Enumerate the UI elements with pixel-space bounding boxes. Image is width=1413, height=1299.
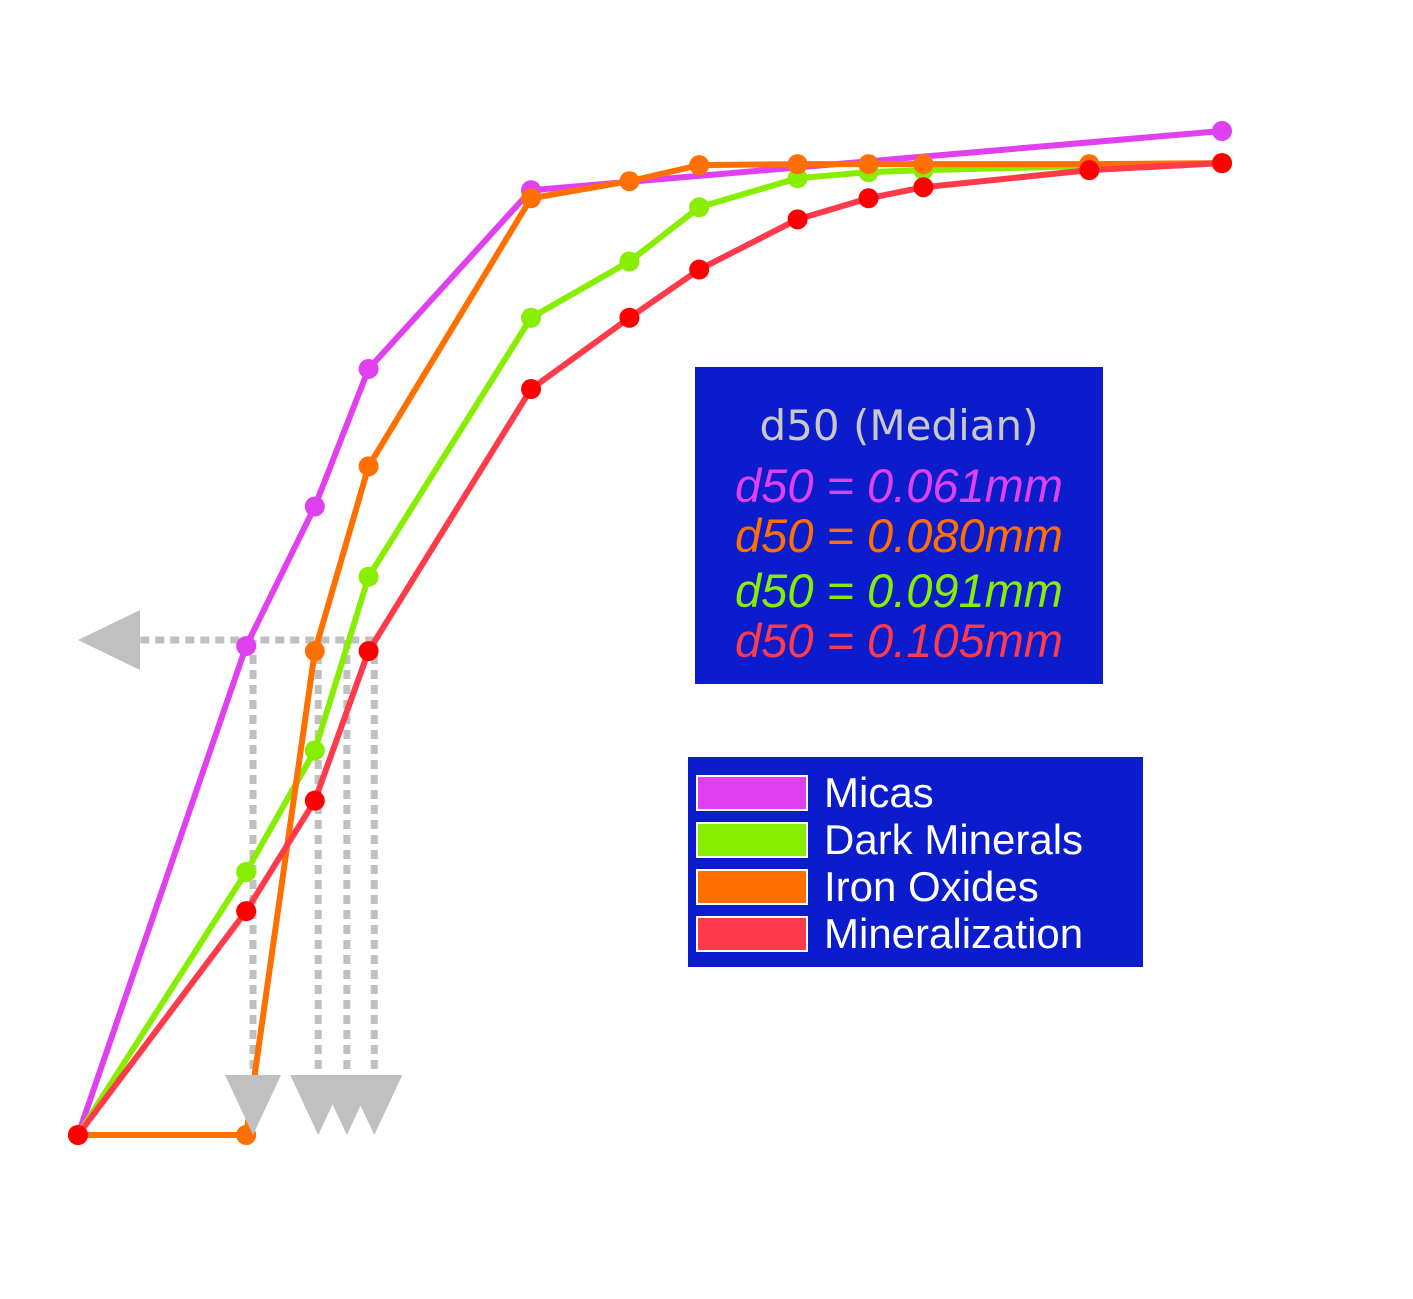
d50-arrows	[78, 610, 403, 1135]
data-point-micas-3	[358, 358, 379, 379]
legend-item-iron-oxides: Iron Oxides	[696, 863, 1136, 910]
series-lines	[75, 128, 1225, 1138]
data-point-mineralization-4	[521, 379, 542, 400]
data-point-mineralization-7	[787, 209, 808, 230]
data-point-dark-minerals-7	[787, 168, 808, 189]
series-points	[68, 121, 1232, 1145]
data-point-mineralization-2	[304, 790, 325, 811]
data-point-iron-oxides-4	[521, 188, 542, 209]
legend-swatch-dark-minerals	[696, 822, 808, 858]
data-point-iron-oxides-5	[619, 171, 640, 192]
data-point-dark-minerals-1	[236, 861, 257, 882]
median-value-dark-minerals: d50 = 0.091mm	[735, 564, 1063, 617]
data-point-mineralization-5	[619, 307, 640, 328]
legend-item-dark-minerals: Dark Minerals	[696, 816, 1136, 863]
data-point-iron-oxides-8	[858, 154, 879, 175]
data-point-mineralization-0	[68, 1125, 88, 1145]
legend-item-micas: Micas	[696, 769, 1136, 816]
median-value-iron-oxides: d50 = 0.080mm	[735, 509, 1063, 562]
data-point-dark-minerals-4	[521, 307, 542, 328]
data-point-mineralization-11	[1212, 153, 1232, 174]
data-point-iron-oxides-7	[787, 154, 808, 175]
data-point-mineralization-1	[236, 901, 257, 922]
down-arrow-head-0	[225, 1075, 282, 1135]
series-line-iron-oxides	[75, 160, 1225, 1138]
data-point-iron-oxides-9	[913, 154, 934, 175]
left-arrow-head	[78, 610, 140, 671]
series-line-mineralization	[75, 160, 1225, 1138]
legend-label-micas: Micas	[824, 769, 934, 816]
legend-swatch-iron-oxides	[696, 869, 808, 905]
data-point-mineralization-6	[689, 259, 710, 280]
d50-median-box: d50 (Median) d50 = 0.061mm d50 = 0.080mm…	[695, 367, 1103, 684]
legend-label-mineralization: Mineralization	[824, 910, 1084, 957]
series-line-dark-minerals	[75, 160, 1225, 1138]
data-point-iron-oxides-2	[304, 641, 325, 662]
data-point-mineralization-10	[1079, 160, 1100, 181]
median-value-mineralization: d50 = 0.105mm	[735, 614, 1063, 667]
data-point-dark-minerals-6	[689, 197, 710, 218]
legend-item-mineralization: Mineralization	[696, 910, 1136, 957]
data-point-dark-minerals-2	[304, 740, 325, 761]
data-point-micas-2	[304, 496, 325, 517]
data-point-micas-1	[236, 636, 257, 657]
legend: Micas Dark Minerals Iron Oxides Minerali…	[688, 757, 1143, 967]
down-arrow-head-3	[346, 1075, 403, 1135]
data-point-mineralization-9	[913, 177, 934, 198]
legend-swatch-mineralization	[696, 916, 808, 952]
data-point-iron-oxides-6	[689, 155, 710, 176]
data-point-iron-oxides-3	[358, 456, 379, 477]
legend-label-iron-oxides: Iron Oxides	[824, 863, 1039, 910]
data-point-mineralization-8	[858, 188, 879, 209]
data-point-dark-minerals-3	[358, 566, 379, 587]
legend-label-dark-minerals: Dark Minerals	[824, 816, 1084, 863]
legend-swatch-micas	[696, 775, 808, 811]
median-value-micas: d50 = 0.061mm	[735, 459, 1063, 512]
data-point-mineralization-3	[358, 641, 379, 662]
median-box-title: d50 (Median)	[759, 401, 1039, 450]
data-point-micas-5	[1212, 121, 1232, 141]
data-point-dark-minerals-5	[619, 251, 640, 272]
